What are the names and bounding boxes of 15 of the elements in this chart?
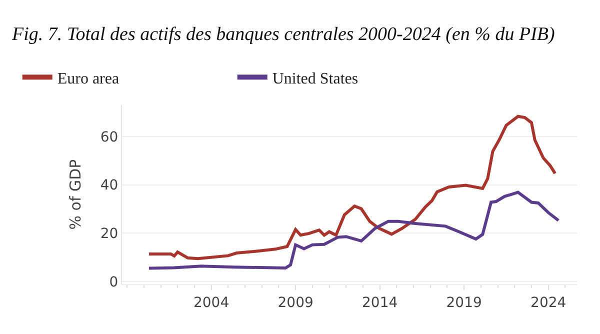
y-tick-label: 0 [109, 274, 118, 290]
y-tick-label: 20 [100, 226, 118, 242]
x-tick-label: 2014 [362, 294, 398, 311]
x-tick-label: 2004 [193, 294, 230, 311]
line-series [147, 114, 557, 260]
y-axis-title: % of GDP [66, 159, 85, 230]
legend-label: Euro area [57, 70, 120, 88]
legend-label: United States [272, 70, 358, 88]
chart-title: Fig. 7. Total des actifs des banques centrales 2000-2024 (en % du PIB) [11, 24, 555, 46]
line-series [147, 190, 560, 270]
x-tick-label: 2019 [446, 294, 482, 311]
y-tick-label: 60 [100, 129, 118, 146]
y-tick-label: 40 [100, 178, 118, 194]
x-tick-label: 2009 [278, 294, 314, 311]
x-tick-label: 2024 [530, 294, 566, 311]
